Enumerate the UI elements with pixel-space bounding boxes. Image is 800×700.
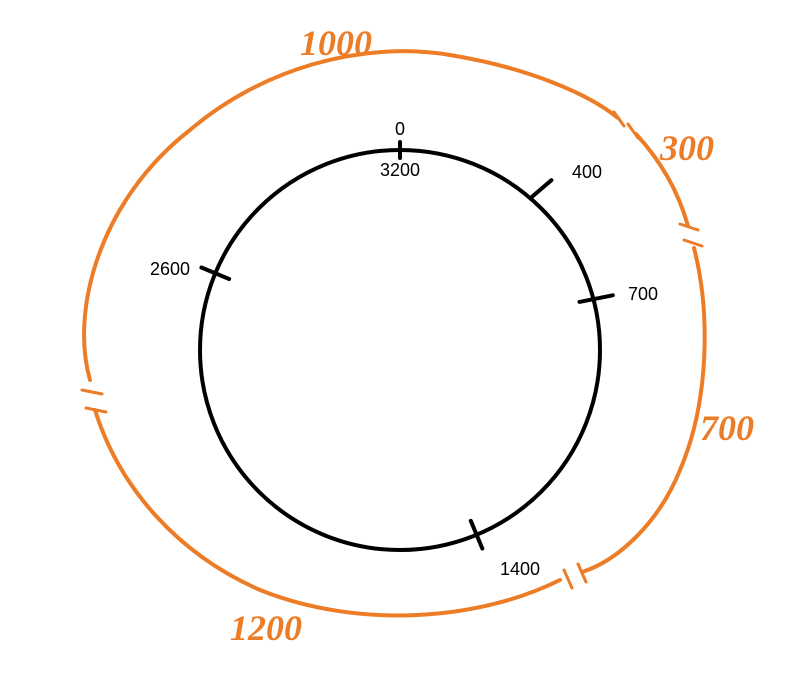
label-400: 400 (572, 162, 602, 182)
dial-circle (200, 150, 600, 550)
tick-400 (532, 180, 552, 197)
label-3200: 3200 (380, 160, 420, 180)
dial-diagram: 0 3200 400 700 1400 2600 1000 300 700 12… (0, 0, 800, 700)
gap-tick-400a (614, 112, 624, 126)
annotation-1000: 1000 (300, 23, 372, 63)
label-700: 700 (628, 284, 658, 304)
annotation-1200: 1200 (230, 608, 302, 648)
annotation-300: 300 (659, 128, 714, 168)
label-2600: 2600 (150, 259, 190, 279)
gap-tick-2600b (82, 390, 102, 394)
outer-arc-seg-1000 (84, 51, 618, 380)
tick-labels: 0 3200 400 700 1400 2600 (150, 119, 658, 579)
outer-annotation-curve (82, 51, 705, 615)
annotation-700: 700 (700, 408, 754, 448)
gap-tick-2600a (86, 408, 106, 412)
label-1400: 1400 (500, 559, 540, 579)
gap-tick-700b (684, 240, 702, 246)
label-0: 0 (395, 119, 405, 139)
segment-annotations: 1000 300 700 1200 (230, 23, 754, 648)
gap-tick-1400b (564, 570, 572, 588)
outer-arc-seg-1200 (95, 410, 560, 615)
tick-700 (580, 295, 613, 302)
